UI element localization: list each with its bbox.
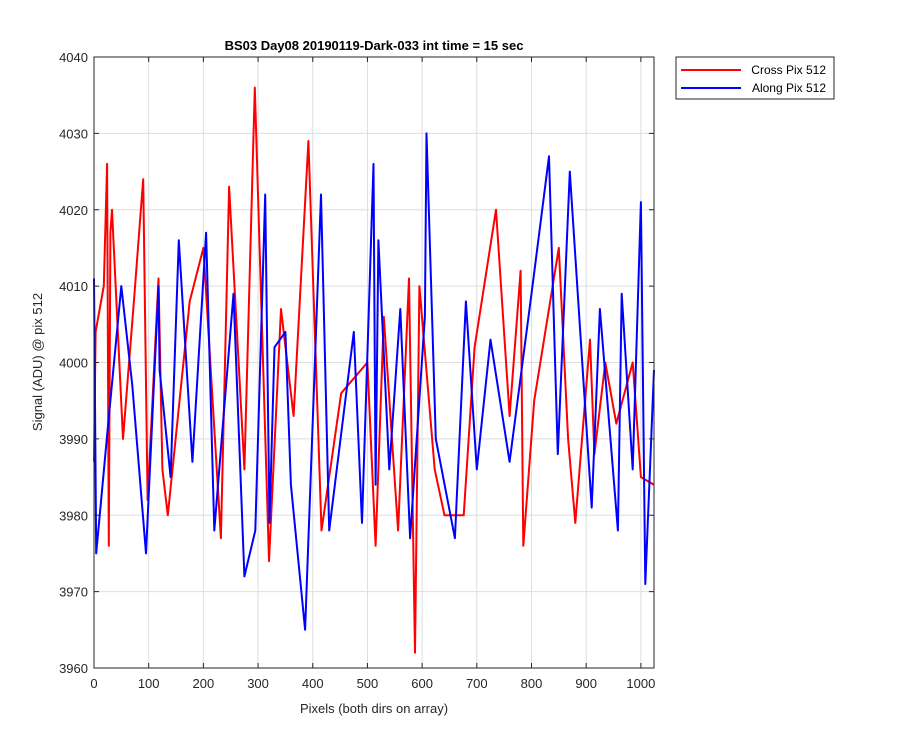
series-line-along-pix [93, 132, 655, 631]
y-tick-label: 3990 [59, 432, 88, 447]
x-axis-label: Pixels (both dirs on array) [300, 701, 448, 716]
y-tick-label: 4030 [59, 126, 88, 141]
x-tick-label: 300 [247, 676, 269, 691]
x-axis-ticks: 0 100 200 300 400 500 600 700 800 900 1000 [90, 57, 655, 691]
y-axis-label: Signal (ADU) @ pix 512 [30, 293, 45, 431]
x-tick-label: 500 [357, 676, 379, 691]
x-tick-label: 600 [411, 676, 433, 691]
legend-box [675, 56, 835, 100]
y-tick-label: 3960 [59, 661, 88, 676]
y-tick-label: 4010 [59, 279, 88, 294]
legend-label-cross-pix: Cross Pix 512 [751, 63, 826, 77]
x-tick-label: 400 [302, 676, 324, 691]
x-tick-label: 900 [575, 676, 597, 691]
x-tick-label: 100 [138, 676, 160, 691]
legend-label-along-pix: Along Pix 512 [752, 81, 826, 95]
y-tick-label: 4040 [59, 50, 88, 65]
y-tick-label: 4000 [59, 356, 88, 371]
x-tick-label: 0 [90, 676, 97, 691]
y-tick-label: 3980 [59, 508, 88, 523]
x-tick-label: 1000 [626, 676, 655, 691]
x-tick-label: 800 [521, 676, 543, 691]
y-tick-label: 4020 [59, 203, 88, 218]
legend: Cross Pix 512 Along Pix 512 [675, 56, 835, 100]
x-tick-label: 700 [466, 676, 488, 691]
y-axis-ticks: 3960 3970 3980 3990 4000 4010 4020 4030 4040 [59, 50, 654, 676]
x-tick-label: 200 [193, 676, 215, 691]
y-tick-label: 3970 [59, 585, 88, 600]
series-layer [93, 86, 655, 654]
chart-title: BS03 Day08 20190119-Dark-033 int time = … [225, 38, 524, 53]
